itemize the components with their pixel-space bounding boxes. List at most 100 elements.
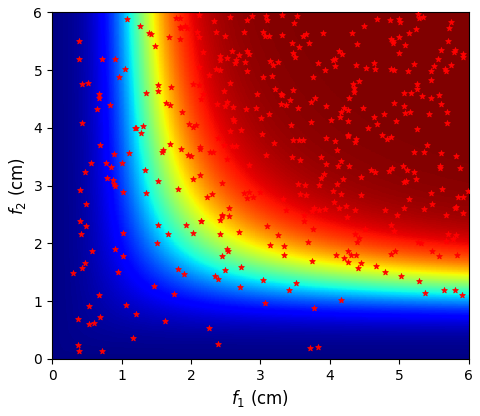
Point	[413, 80, 421, 87]
Point	[370, 59, 378, 66]
Point	[378, 132, 386, 139]
Point	[195, 81, 203, 88]
Point	[197, 171, 204, 178]
Point	[131, 124, 138, 131]
Point	[220, 87, 228, 94]
Point	[417, 239, 425, 246]
Point	[154, 240, 161, 246]
Point	[161, 317, 169, 324]
Point	[403, 177, 410, 184]
Point	[216, 52, 224, 59]
Point	[400, 103, 408, 110]
Point	[98, 55, 106, 62]
Point	[212, 65, 220, 72]
Point	[455, 193, 462, 200]
Point	[402, 42, 409, 48]
Point	[81, 168, 89, 175]
Point	[310, 74, 317, 81]
Point	[386, 16, 394, 23]
Point	[357, 173, 365, 180]
Point	[177, 24, 185, 31]
Point	[159, 147, 167, 154]
Point	[311, 95, 318, 102]
Point	[195, 64, 203, 71]
Point	[197, 96, 204, 102]
Point	[266, 241, 274, 248]
Point	[195, 11, 203, 18]
Point	[336, 113, 344, 120]
Point	[177, 15, 184, 21]
Point	[205, 325, 213, 332]
Point	[241, 59, 249, 65]
Point	[295, 44, 303, 50]
Point	[114, 268, 121, 275]
Point	[371, 65, 379, 72]
Point	[252, 105, 260, 111]
Point	[167, 141, 174, 147]
Point	[340, 104, 348, 111]
Point	[414, 238, 422, 245]
Point	[275, 232, 282, 239]
Point	[413, 86, 421, 92]
Point	[464, 187, 472, 194]
Point	[264, 223, 271, 230]
Point	[450, 236, 457, 243]
Point	[452, 204, 459, 210]
Point	[296, 157, 304, 164]
Point	[261, 299, 268, 306]
Point	[84, 79, 92, 86]
Point	[443, 68, 450, 74]
Point	[353, 239, 361, 246]
Point	[300, 212, 307, 219]
Point	[309, 225, 317, 232]
Point	[352, 62, 360, 68]
Point	[372, 263, 380, 270]
Point	[292, 279, 300, 286]
Point	[193, 29, 201, 35]
Point	[215, 275, 222, 282]
Point	[119, 229, 127, 236]
Point	[404, 166, 411, 173]
Point	[392, 248, 399, 254]
Point	[302, 30, 310, 37]
Point	[210, 149, 217, 155]
Point	[418, 93, 426, 100]
Point	[259, 277, 267, 284]
Point	[387, 35, 395, 42]
Point	[129, 334, 136, 341]
Point	[319, 30, 327, 37]
Point	[370, 114, 378, 120]
Point	[243, 195, 251, 201]
Point	[336, 205, 343, 212]
Point	[110, 181, 118, 188]
Point	[389, 37, 396, 44]
Point	[152, 43, 159, 50]
Point	[263, 17, 271, 24]
Point	[306, 344, 314, 351]
Point	[435, 92, 443, 98]
Point	[166, 102, 174, 108]
Point	[78, 120, 85, 126]
Point	[190, 176, 197, 182]
Point	[74, 342, 82, 349]
Point	[237, 127, 244, 134]
Point	[95, 91, 103, 98]
Point	[434, 55, 442, 62]
Point	[339, 176, 347, 183]
Point	[392, 118, 400, 124]
Point	[121, 66, 129, 73]
Point	[277, 91, 285, 98]
Point	[353, 41, 360, 48]
Point	[289, 50, 297, 57]
Point	[230, 117, 238, 124]
Point	[413, 26, 420, 32]
Point	[259, 74, 267, 81]
Point	[360, 22, 368, 29]
Point	[302, 191, 310, 198]
Point	[352, 136, 360, 142]
Point	[346, 162, 353, 169]
Point	[139, 123, 147, 129]
Point	[419, 14, 426, 20]
Point	[199, 90, 207, 97]
Point	[93, 106, 101, 112]
